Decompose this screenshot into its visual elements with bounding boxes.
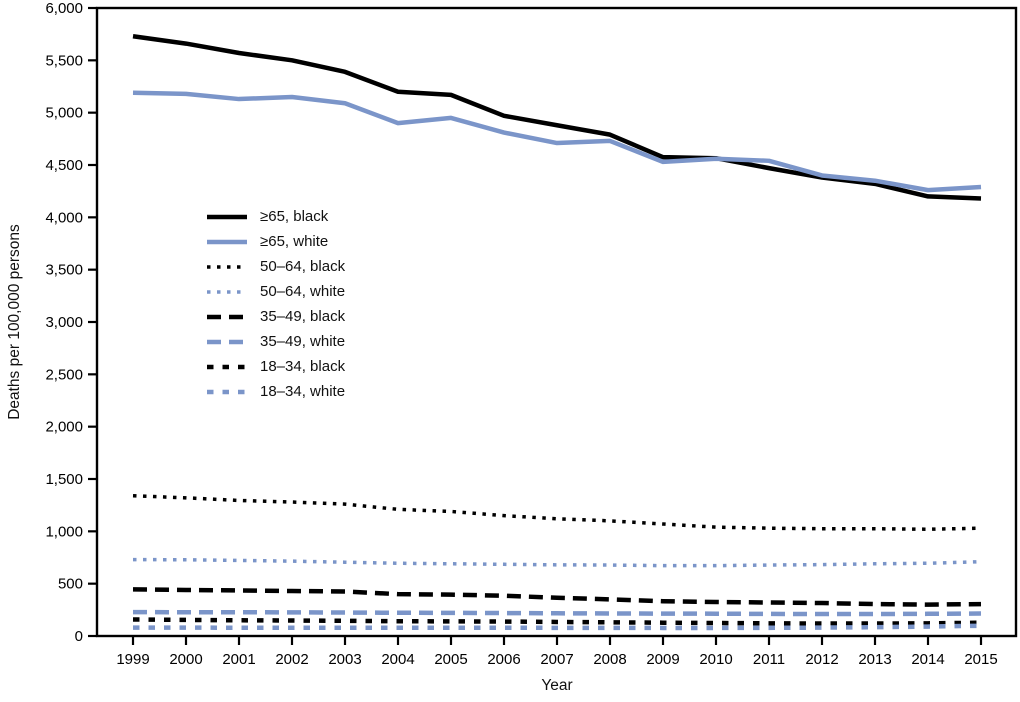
legend-swatch-35-49-black bbox=[207, 314, 247, 319]
legend-item-50-64-white: 50–64, white bbox=[207, 279, 345, 304]
series-line-50-64-black bbox=[132, 493, 982, 531]
y-tick-label: 1,500 bbox=[45, 471, 83, 488]
y-tick-label: 5,000 bbox=[45, 105, 83, 122]
legend-item-35-49-white: 35–49, white bbox=[207, 329, 345, 354]
legend-swatch-18-34-white bbox=[207, 389, 247, 394]
series-line-18-34-black bbox=[132, 617, 982, 626]
x-tick-label: 2014 bbox=[911, 651, 944, 668]
x-tick-label: 2008 bbox=[593, 651, 626, 668]
legend-label-50-64-black: 50–64, black bbox=[260, 258, 346, 275]
x-tick-label: 2013 bbox=[858, 651, 891, 668]
y-tick-label: 500 bbox=[58, 576, 83, 593]
y-tick-label: 3,000 bbox=[45, 314, 83, 331]
legend-swatch-ge65-white bbox=[207, 239, 247, 244]
legend-label-18-34-black: 18–34, black bbox=[260, 358, 346, 375]
chart-legend: ≥65, black ≥65, white 50–64, black 50–64, w… bbox=[207, 204, 345, 404]
series-line-ge65-white bbox=[132, 90, 982, 193]
y-tick-label: 2,500 bbox=[45, 366, 83, 383]
x-tick-label: 2005 bbox=[434, 651, 467, 668]
y-axis-title: Deaths per 100,000 persons bbox=[6, 224, 23, 420]
x-tick-label: 2001 bbox=[222, 651, 255, 668]
x-tick-label: 2006 bbox=[487, 651, 520, 668]
x-axis-title: Year bbox=[541, 677, 573, 694]
series-line-50-64-white bbox=[132, 557, 982, 568]
y-tick-label: 1,000 bbox=[45, 523, 83, 540]
y-tick-label: 6,000 bbox=[45, 0, 83, 17]
legend-swatch-50-64-black bbox=[207, 264, 247, 269]
legend-label-ge65-black: ≥65, black bbox=[260, 208, 329, 225]
x-tick-label: 2000 bbox=[169, 651, 202, 668]
y-tick-label: 5,500 bbox=[45, 52, 83, 69]
legend-item-50-64-black: 50–64, black bbox=[207, 254, 345, 279]
legend-swatch-35-49-white bbox=[207, 339, 247, 344]
x-tick-label: 2011 bbox=[753, 651, 785, 668]
legend-swatch-ge65-black bbox=[207, 214, 247, 219]
legend-label-ge65-white: ≥65, white bbox=[260, 233, 329, 250]
legend-item-18-34-black: 18–34, black bbox=[207, 354, 345, 379]
series-line-35-49-black bbox=[132, 587, 982, 607]
x-tick-label: 2012 bbox=[805, 651, 838, 668]
series-line-18-34-white bbox=[133, 623, 982, 631]
legend-swatch-50-64-white bbox=[207, 289, 247, 294]
x-tick-label: 2010 bbox=[699, 651, 732, 668]
y-tick-label: 4,500 bbox=[45, 157, 83, 174]
legend-label-35-49-black: 35–49, black bbox=[260, 308, 346, 325]
y-tick-label: 3,500 bbox=[45, 262, 83, 279]
x-tick-label: 2004 bbox=[381, 651, 414, 668]
legend-label-18-34-white: 18–34, white bbox=[260, 383, 346, 400]
x-tick-label: 2015 bbox=[964, 651, 997, 668]
y-tick-label: 2,000 bbox=[45, 419, 83, 436]
legend-swatch-18-34-black bbox=[207, 364, 247, 369]
legend-item-ge65-white: ≥65, white bbox=[207, 229, 345, 254]
series-line-ge65-black bbox=[132, 34, 982, 201]
legend-item-35-49-black: 35–49, black bbox=[207, 304, 345, 329]
x-tick-label: 2002 bbox=[275, 651, 308, 668]
x-tick-label: 2003 bbox=[328, 651, 361, 668]
x-tick-label: 2007 bbox=[540, 651, 573, 668]
x-tick-label: 2009 bbox=[646, 651, 679, 668]
series-line-35-49-white bbox=[132, 609, 982, 617]
legend-item-ge65-black: ≥65, black bbox=[207, 204, 345, 229]
y-tick-label: 0 bbox=[75, 628, 83, 645]
legend-label-35-49-white: 35–49, white bbox=[260, 333, 346, 350]
legend-item-18-34-white: 18–34, white bbox=[207, 379, 345, 404]
legend-label-50-64-white: 50–64, white bbox=[260, 283, 346, 300]
y-tick-label: 4,000 bbox=[45, 209, 83, 226]
x-tick-label: 1999 bbox=[116, 651, 149, 668]
